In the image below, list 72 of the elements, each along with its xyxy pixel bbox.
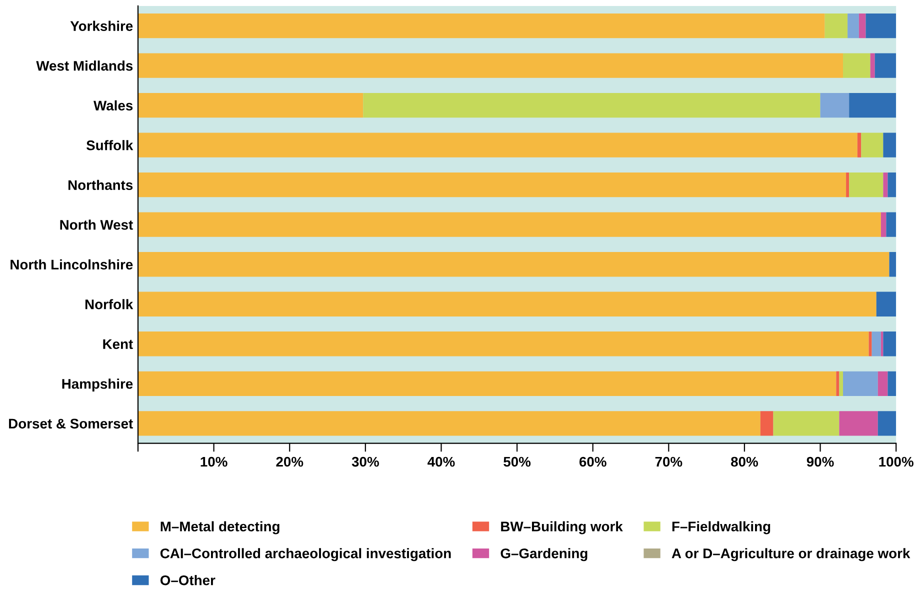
bar — [876, 292, 896, 316]
x-tick-label: 40% — [428, 456, 455, 467]
y-tick-label: North West — [60, 220, 133, 230]
x-tick-label: 60% — [579, 456, 606, 467]
bar — [839, 411, 878, 436]
x-tick-label: 100% — [879, 456, 914, 467]
bar — [138, 53, 844, 78]
bar — [839, 371, 844, 396]
bar — [889, 252, 896, 277]
x-tick-label: 80% — [731, 456, 758, 467]
x-tick-label: 90% — [806, 456, 834, 467]
bar — [848, 14, 859, 38]
bar — [849, 172, 884, 198]
bar — [773, 411, 840, 436]
bar — [138, 332, 869, 356]
bar — [857, 132, 862, 158]
legend-label: CAI–Controlled archaeological investigation — [160, 548, 451, 562]
bar — [858, 14, 866, 38]
bar — [886, 212, 896, 237]
bar — [363, 93, 820, 118]
y-tick-label: Hampshire — [62, 378, 133, 392]
legend-label: G–Gardening — [500, 548, 588, 562]
bar — [868, 332, 872, 356]
y-tick-label: Suffolk — [86, 140, 134, 150]
legend-label: F–Fieldwalking — [672, 521, 770, 534]
y-tick-label: Kent — [103, 339, 133, 350]
bar — [843, 371, 878, 396]
bar — [138, 252, 890, 277]
x-tick-label: 30% — [352, 456, 379, 467]
y-tick-label: Wales — [94, 100, 133, 111]
bar — [138, 292, 876, 316]
bar — [888, 172, 896, 198]
bar — [874, 53, 896, 78]
x-tick-label: 20% — [276, 456, 304, 467]
bar — [883, 132, 896, 158]
bar — [849, 93, 896, 118]
y-tick-label: Dorset & Somerset — [9, 418, 133, 429]
y-tick-label: Yorkshire — [70, 20, 133, 31]
bar — [138, 212, 881, 237]
bar — [138, 371, 836, 396]
y-tick-label: Northants — [68, 180, 133, 190]
bar — [888, 371, 896, 396]
bar — [870, 53, 875, 78]
y-tick-label: Norfolk — [85, 299, 134, 310]
y-tick-label: West Midlands — [36, 60, 133, 71]
x-tick-label: 10% — [200, 456, 228, 467]
bar — [846, 172, 850, 198]
bar — [836, 371, 840, 396]
legend-label: A or D–Agriculture or drainage work — [672, 548, 910, 562]
bar — [824, 14, 848, 38]
bar — [883, 172, 888, 198]
bar — [866, 14, 896, 38]
x-tick-label: 50% — [504, 456, 531, 467]
legend-label: BW–Building work — [501, 521, 623, 534]
bar — [138, 93, 364, 118]
bar — [138, 411, 760, 436]
bar — [138, 14, 825, 38]
bar — [880, 212, 886, 237]
bar — [820, 93, 850, 118]
bar — [872, 332, 881, 356]
bar — [760, 411, 774, 436]
y-tick-label: North Lincolnshire — [10, 259, 133, 270]
legend-label: M–Metal detecting — [160, 521, 280, 534]
bar — [878, 411, 896, 436]
bar — [843, 53, 870, 78]
bar — [861, 132, 884, 158]
legend-label: O–Other — [160, 575, 216, 586]
bar — [878, 371, 888, 396]
bar — [883, 332, 896, 356]
bar — [138, 172, 846, 198]
bar — [138, 132, 858, 158]
x-tick-label: 70% — [655, 456, 682, 467]
